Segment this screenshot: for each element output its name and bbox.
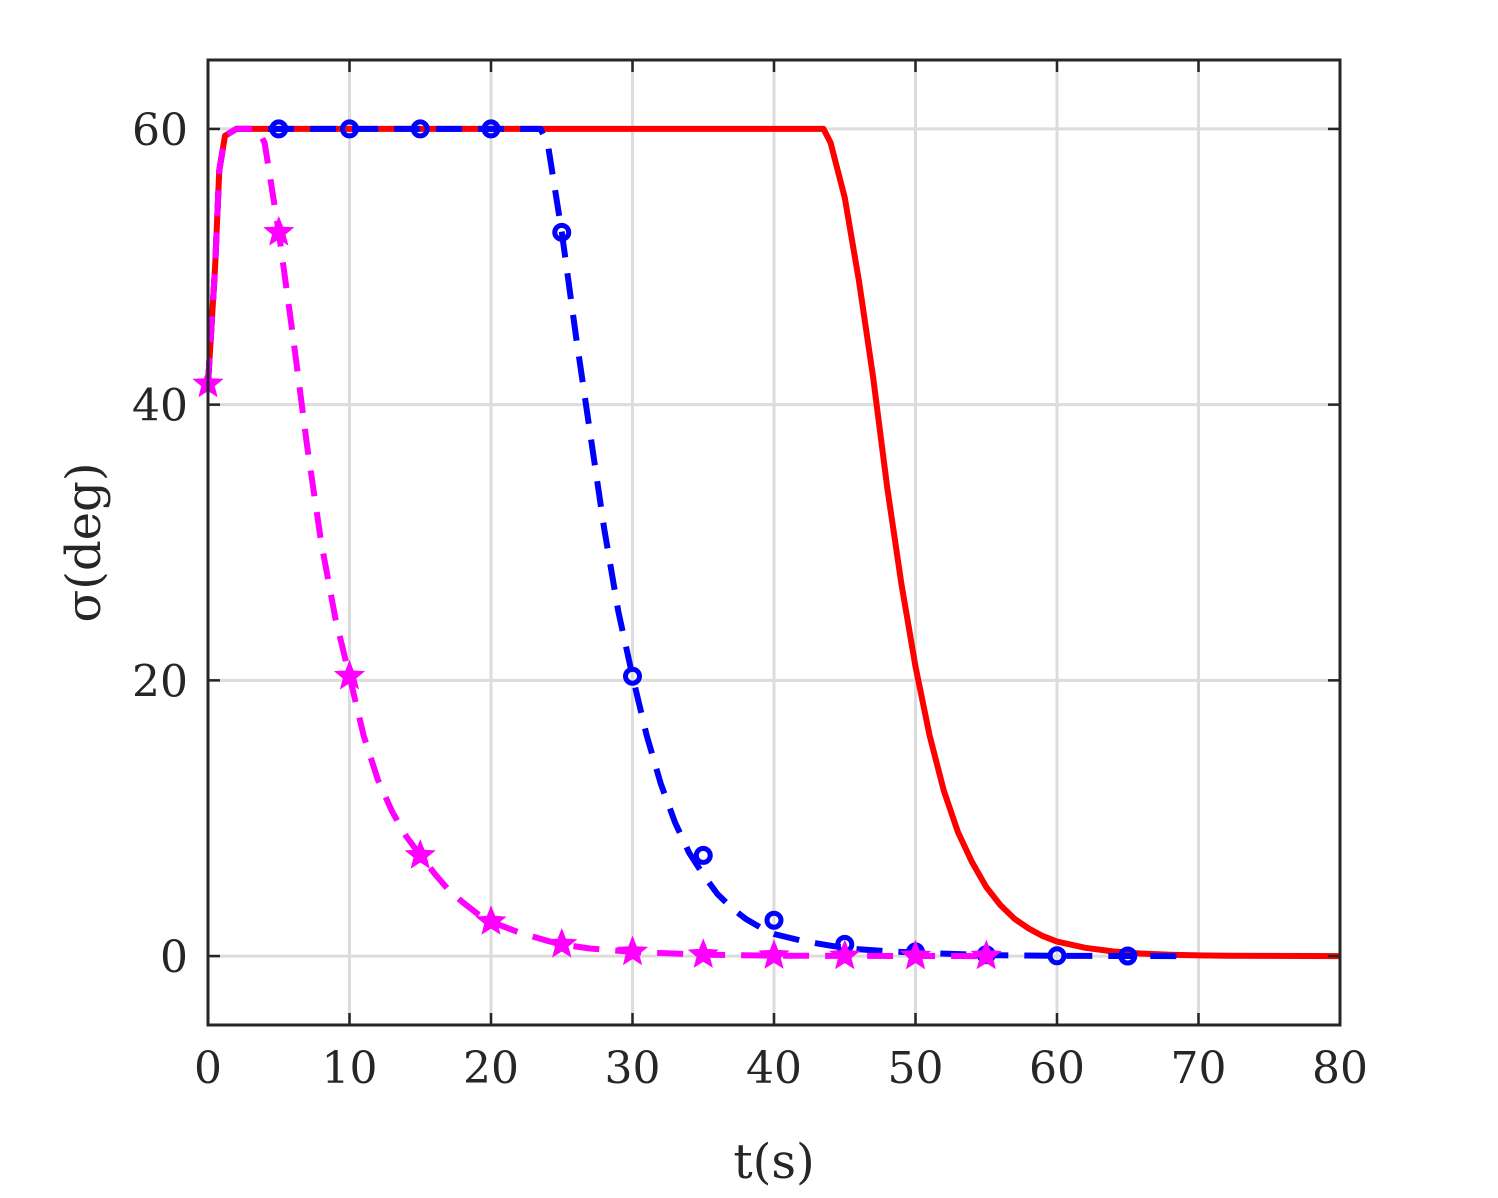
data-point-circle: [623, 666, 642, 686]
data-point-star: [546, 928, 578, 958]
series-line: [205, 125, 987, 960]
y-tick-label: 0: [160, 932, 188, 983]
series-layer: [192, 119, 1341, 970]
data-point-star: [333, 659, 366, 690]
data-point-circle: [410, 119, 430, 139]
data-point-circle: [340, 119, 359, 139]
data-point-circle: [481, 119, 501, 139]
data-point-circle: [1118, 946, 1138, 966]
data-point-star: [899, 939, 932, 970]
x-tick-label: 20: [463, 1043, 519, 1094]
data-point-star: [758, 939, 790, 969]
x-tick-label: 60: [1029, 1043, 1085, 1094]
data-point-circle: [269, 119, 289, 139]
data-point-star: [970, 939, 1002, 970]
data-point-star: [616, 935, 649, 966]
x-axis-label: t(s): [733, 1134, 814, 1190]
data-point-star: [829, 939, 861, 970]
data-point-circle: [552, 222, 572, 242]
y-tick-label: 60: [132, 105, 188, 156]
x-tick-label: 10: [322, 1043, 378, 1094]
data-point-circle: [1047, 946, 1067, 966]
ticks: 0 10 20 30 40 50 60 70 80 0 20 40 60: [132, 60, 1368, 1094]
data-point-star: [475, 905, 507, 935]
series-3: [192, 125, 1002, 970]
x-tick-label: 0: [194, 1043, 222, 1094]
x-tick-label: 50: [888, 1043, 944, 1094]
data-point-star: [687, 938, 719, 968]
series-line: [205, 125, 1178, 960]
y-axis-label: σ(deg): [56, 462, 112, 622]
x-tick-label: 80: [1312, 1043, 1368, 1094]
x-tick-label: 40: [746, 1043, 802, 1094]
data-point-star: [404, 839, 436, 869]
data-point-circle: [764, 910, 784, 930]
data-point-circle: [693, 845, 713, 865]
y-tick-label: 20: [132, 656, 188, 707]
y-tick-label: 40: [132, 381, 188, 432]
x-tick-label: 70: [1171, 1043, 1227, 1094]
x-tick-label: 30: [605, 1043, 661, 1094]
data-point-star: [263, 215, 295, 246]
